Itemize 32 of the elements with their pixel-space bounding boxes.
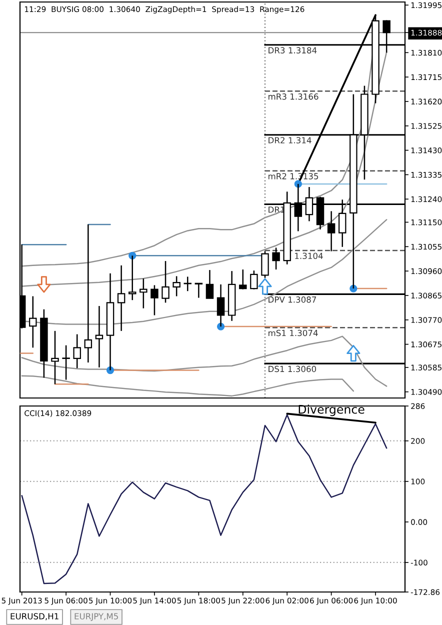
candlestick (272, 247, 280, 270)
text: EURUSD,H1 (10, 613, 58, 620)
point (37, 276, 51, 293)
candlestick (150, 284, 158, 316)
candlestick (206, 269, 214, 300)
candlestick (51, 330, 59, 385)
candlestick (194, 282, 203, 298)
line-series (21, 336, 388, 387)
text: EURJPY,M5 (74, 613, 118, 621)
candlestick (162, 260, 170, 304)
point (350, 284, 358, 292)
annotation: Divergence (298, 404, 364, 416)
ref-line-label: DPV 1.3087 (268, 296, 316, 303)
ref-line-label: mR3 1.3166 (268, 93, 318, 100)
ref-line-label: DR2 1.314 (268, 137, 312, 144)
candlestick (239, 268, 247, 290)
candlestick (327, 210, 336, 252)
candlestick (84, 224, 92, 364)
point (258, 278, 272, 295)
candlestick (29, 296, 37, 348)
candlestick (73, 334, 81, 369)
line-series (21, 375, 354, 397)
candlestick (117, 264, 126, 332)
ref-line-label: 1.3104 (295, 252, 323, 260)
candlestick (140, 278, 148, 309)
ref-line-label: DR3 1.3184 (268, 47, 317, 54)
candlestick (172, 276, 180, 297)
candlestick (62, 344, 70, 380)
ref-line-label: mS1 1.3074 (268, 330, 318, 336)
ref-line-label: DS1 1.3060 (268, 366, 316, 372)
candlestick (95, 305, 104, 368)
point (346, 344, 360, 362)
